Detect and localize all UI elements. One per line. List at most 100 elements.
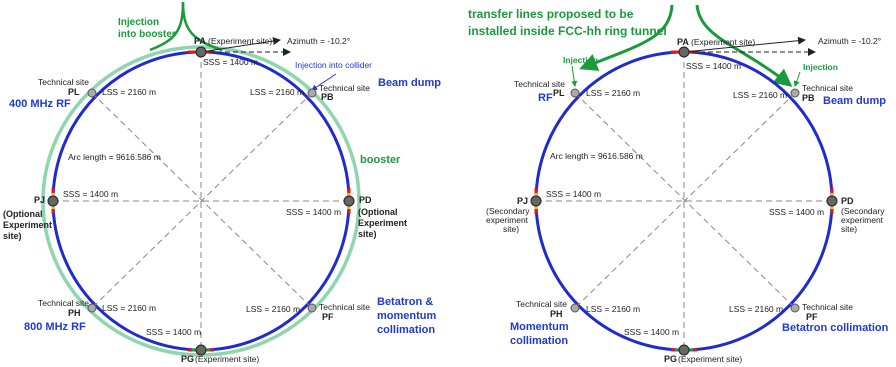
betatron-label-2: momentum [377,310,437,322]
lss-pl-label: LSS = 2160 m [102,87,156,97]
pg-sub-label: (Experiment site) [195,354,259,364]
transfer-line-right [695,4,793,87]
betatron-label-right: Betatron collimation [782,322,889,334]
injection-booster-label-1: Injection [118,17,159,28]
pd-sub-label-3: site) [358,229,377,239]
pj-label-right: PJ [517,196,528,206]
pj-sub-label-2-right: experiment [486,215,529,225]
pg-label: PG [181,354,194,364]
injection-collider-arrow [311,73,337,91]
site-pd-marker-right [826,195,838,207]
pl-tech-label: Technical site [38,77,89,87]
site-pb-marker [307,88,317,98]
rf800-label: 800 MHz RF [24,321,86,333]
sss-top-label-right: SSS = 1400 m [686,61,741,71]
lss-pb-label: LSS = 2160 m [250,87,304,97]
lss-ph-label: LSS = 2160 m [102,303,156,313]
site-ph-marker-right [570,303,580,313]
sss-bottom-label-right: SSS = 1400 m [624,327,679,337]
rf-label-right: RF [538,92,553,104]
site-pb-marker-right [790,88,800,98]
lss-pf-label: LSS = 2160 m [246,304,300,314]
pb-tech-label-right: Technical site [802,83,853,93]
site-pa-marker [195,46,207,58]
site-pa-marker-right [678,46,690,58]
pg-sub-label-right: (Experiment site) [678,354,742,364]
pf-label-right: PF [806,312,818,322]
right-diagram: transfer lines proposed to be installed … [468,4,889,364]
pd-sub-label-1: (Optional [358,207,398,217]
site-pj-marker-right [530,195,542,207]
site-ph-marker [87,303,97,313]
pj-sub-label-3-right: site) [503,224,519,234]
pb-label-right: PB [802,93,815,103]
momentum-label-2: collimation [510,335,568,347]
lss-pf-label-right: LSS = 2160 m [729,304,783,314]
pl-label: PL [68,87,80,97]
pg-label-right: PG [664,354,677,364]
lss-pb-label-right: LSS = 2160 m [733,90,787,100]
ph-label-right: PH [550,309,563,319]
azimuth-label-right: Azimuth = -10.2° [818,36,881,46]
site-pl-marker [87,88,97,98]
sss-left-label-right: SSS = 1400 m [546,189,601,199]
pj-sub-label-3: site) [3,231,22,241]
lss-pl-label-right: LSS = 2160 m [586,88,640,98]
booster-label: booster [360,154,401,166]
lss-ph-label-right: LSS = 2160 m [586,304,640,314]
pd-sub-label-2: Experiment [358,218,407,228]
pa-label: PA [194,36,206,46]
site-pl-marker-right [570,88,580,98]
sss-right-label-right: SSS = 1400 m [769,207,824,217]
pj-sub-label-1-right: (Secondary [486,206,530,216]
injection-booster-label-2: into booster [118,29,176,40]
pf-tech-label-right: Technical site [802,302,853,312]
pa-sub-label-right: (Experiment site) [691,37,755,47]
pl-label-right: PL [553,88,565,98]
transfer-label-2: installed inside FCC-hh ring tunnel [468,24,667,38]
pj-label: PJ [34,195,45,205]
pb-tech-label: Technical site [319,83,370,93]
betatron-label-3: collimation [377,324,435,336]
azimuth-arrow [200,37,281,53]
pb-label: PB [321,92,334,102]
sss-right-label: SSS = 1400 m [286,207,341,217]
beam-dump-label-right: Beam dump [823,95,886,107]
pd-label: PD [359,195,372,205]
site-pg-marker-right [678,344,690,356]
injection-right-label: Injection [803,62,838,72]
azimuth-arrow-right [683,36,806,53]
ph-label: PH [68,308,81,318]
rf400-label: 400 MHz RF [9,98,71,110]
left-diagram: Injection into booster PA (Experiment si… [3,1,441,364]
site-pf-marker-right [790,303,800,313]
pd-sub-label-3-right: site) [841,224,857,234]
pa-label-right: PA [677,37,689,47]
site-pg-marker [195,344,207,356]
pl-tech-label-right: Technical site [514,79,565,89]
pd-sub-label-1-right: (Secondary [841,206,885,216]
injection-left-label: Injection [563,55,598,65]
sss-bottom-label: SSS = 1400 m [146,327,201,337]
azimuth-label: Azimuth = -10.2° [287,36,350,46]
site-pj-marker [47,195,59,207]
pf-tech-label: Technical site [319,302,370,312]
arc-label-right: Arc length = 9616.586 m [550,151,643,161]
site-pf-marker [307,303,317,313]
pf-label: PF [322,312,334,322]
injection-collider-label: Injection into collider [295,60,372,70]
momentum-label-1: Momentum [510,321,569,333]
booster-injection-line-2 [181,1,223,52]
site-pd-marker [343,195,355,207]
pa-sub-label: (Experiment site) [208,36,272,46]
ph-tech-label: Technical site [38,298,89,308]
transfer-line-left [579,4,674,71]
transfer-label-1: transfer lines proposed to be [468,7,634,21]
arc-label: Arc length = 9616.586 m [68,152,161,162]
betatron-label-1: Betatron & [377,296,433,308]
ph-tech-label-right: Technical site [516,299,567,309]
sss-top-label: SSS = 1400 m [203,57,258,67]
beam-dump-label: Beam dump [378,77,441,89]
pj-sub-label-2: Experiment [3,220,52,230]
